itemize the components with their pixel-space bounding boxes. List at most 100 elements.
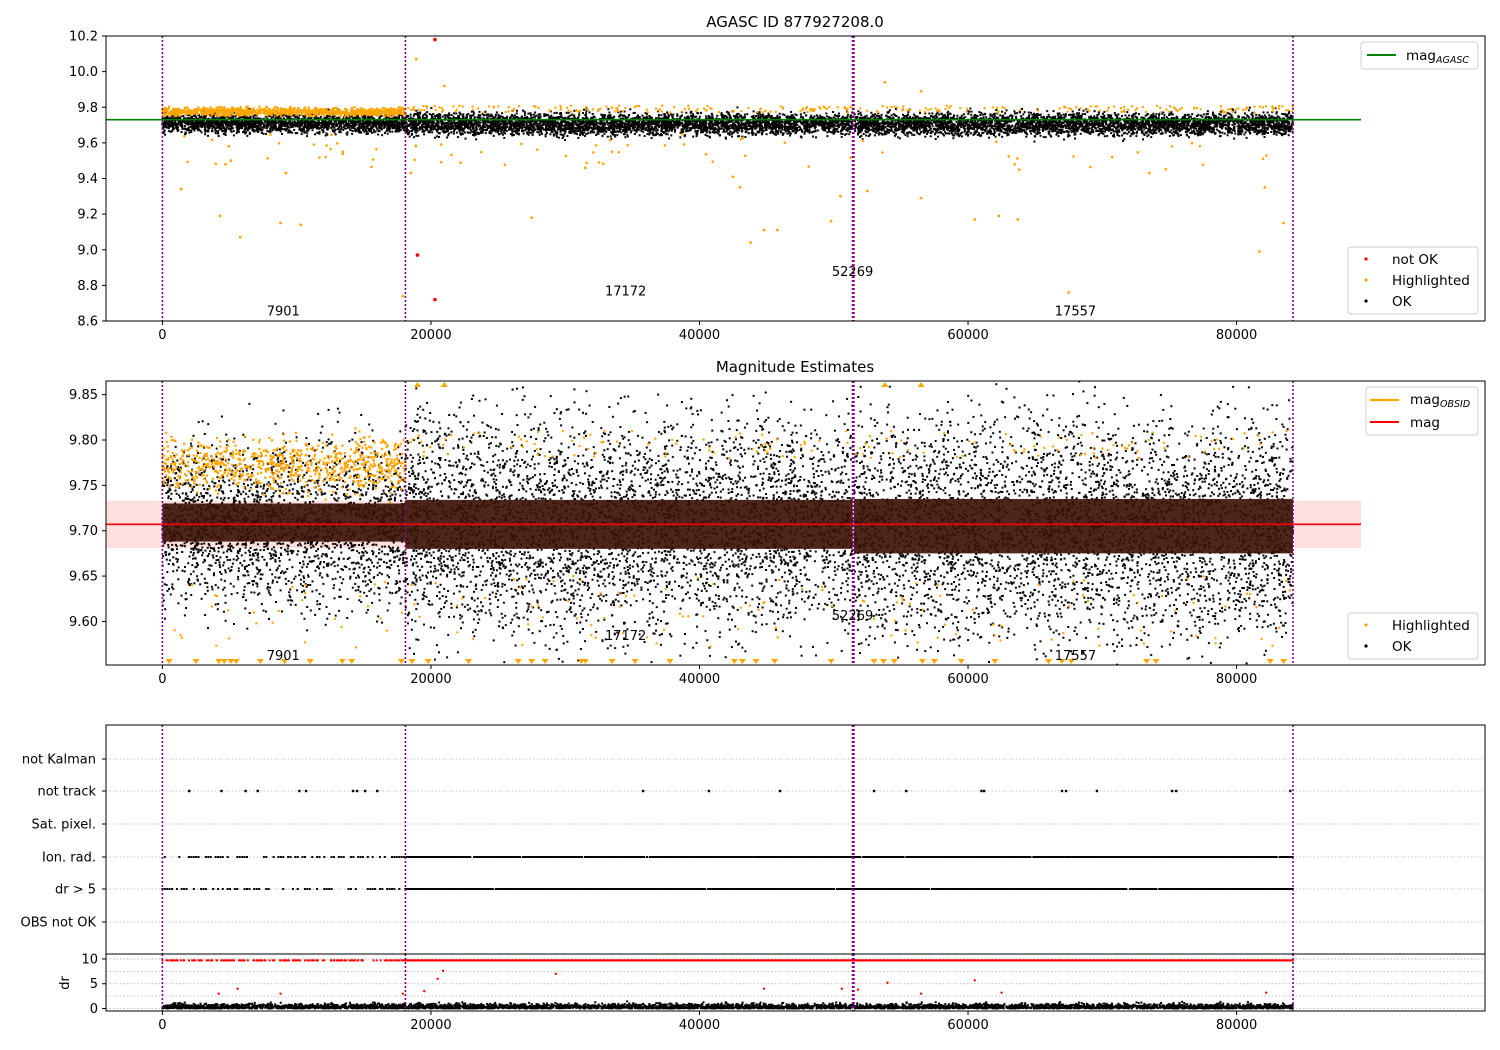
ok-point xyxy=(277,121,280,124)
ok-point xyxy=(836,130,839,133)
ok-point xyxy=(378,120,381,123)
ok-point xyxy=(323,120,326,123)
ok-point xyxy=(225,126,228,129)
ok-point xyxy=(270,126,273,128)
ok-point xyxy=(577,120,580,123)
ok-point xyxy=(273,124,275,127)
ok-point xyxy=(481,124,484,127)
ok-point xyxy=(321,128,324,131)
ok-point xyxy=(280,117,283,120)
ok-point xyxy=(651,120,654,123)
ok-point xyxy=(849,116,852,119)
ok-point xyxy=(272,127,275,130)
ok-point xyxy=(671,116,674,119)
ok-point xyxy=(728,114,731,117)
ok-point xyxy=(537,113,540,116)
ok-point xyxy=(194,126,197,129)
ok-point xyxy=(184,127,186,130)
ok-point xyxy=(216,132,219,135)
ok-point xyxy=(783,113,786,116)
ok-point xyxy=(169,123,172,126)
ok-point xyxy=(252,122,254,125)
ok-point xyxy=(225,120,228,122)
ok-point xyxy=(362,126,365,129)
ok-point xyxy=(469,117,472,120)
ok-point xyxy=(581,125,584,128)
ok-point xyxy=(484,126,486,129)
ok-point xyxy=(247,127,250,130)
ok-point xyxy=(573,132,576,135)
ok-point xyxy=(254,122,256,125)
ok-point xyxy=(705,131,708,134)
ok-point xyxy=(191,124,194,127)
ok-point xyxy=(260,122,262,125)
ok-point xyxy=(681,124,684,127)
ok-point xyxy=(601,116,604,119)
ok-point xyxy=(262,125,265,128)
ok-point xyxy=(234,115,237,118)
ok-point xyxy=(235,132,238,135)
ok-point xyxy=(593,127,596,130)
ok-point xyxy=(807,124,809,127)
ok-point xyxy=(378,116,381,119)
ok-point xyxy=(222,132,225,135)
ok-point xyxy=(263,126,266,129)
ok-point xyxy=(555,116,558,119)
ok-point xyxy=(324,124,327,127)
ok-point xyxy=(731,132,733,135)
ok-point xyxy=(393,120,396,123)
ok-point xyxy=(328,120,331,123)
ok-point xyxy=(744,136,747,138)
ok-point xyxy=(624,136,627,139)
ok-point xyxy=(840,132,843,135)
ok-point xyxy=(241,122,244,125)
ok-point xyxy=(282,128,285,131)
ok-point xyxy=(776,114,779,117)
ok-point xyxy=(709,116,712,119)
ok-point xyxy=(329,115,331,118)
ok-point xyxy=(315,123,318,126)
ok-point xyxy=(595,134,598,136)
ok-point xyxy=(503,137,506,139)
ok-point xyxy=(591,130,594,133)
ok-point xyxy=(544,135,547,138)
ok-point xyxy=(695,135,698,138)
ok-point xyxy=(465,116,468,119)
ok-point xyxy=(220,122,222,124)
ok-point xyxy=(224,134,227,136)
ok-point xyxy=(240,126,243,129)
ok-point xyxy=(224,131,227,134)
ok-point xyxy=(711,128,714,131)
ok-point xyxy=(360,126,363,129)
ok-point xyxy=(395,127,398,130)
ok-point xyxy=(668,121,670,123)
ok-point xyxy=(386,132,389,135)
ok-point xyxy=(600,130,603,133)
ok-point xyxy=(511,132,514,135)
ok-point xyxy=(213,114,216,117)
ok-point xyxy=(207,126,209,129)
ok-point xyxy=(378,130,381,133)
ok-point xyxy=(661,131,664,133)
ok-point xyxy=(757,114,760,117)
ok-point xyxy=(334,133,337,136)
ok-point xyxy=(765,133,768,136)
ok-point xyxy=(316,127,319,130)
ok-point xyxy=(778,112,781,115)
ok-point xyxy=(196,129,199,132)
ok-point xyxy=(634,122,637,125)
ok-point xyxy=(278,117,281,120)
ok-point xyxy=(338,130,341,133)
ok-point xyxy=(391,127,394,130)
ok-point xyxy=(230,127,233,130)
ok-point xyxy=(171,117,174,120)
ok-point xyxy=(806,128,808,131)
ok-point xyxy=(256,121,258,124)
ok-point xyxy=(496,125,498,128)
ok-point xyxy=(684,120,687,123)
ok-point xyxy=(323,126,325,129)
ok-point xyxy=(485,114,488,117)
ok-point xyxy=(527,133,530,136)
ok-point xyxy=(629,131,632,134)
ok-point xyxy=(280,122,283,125)
